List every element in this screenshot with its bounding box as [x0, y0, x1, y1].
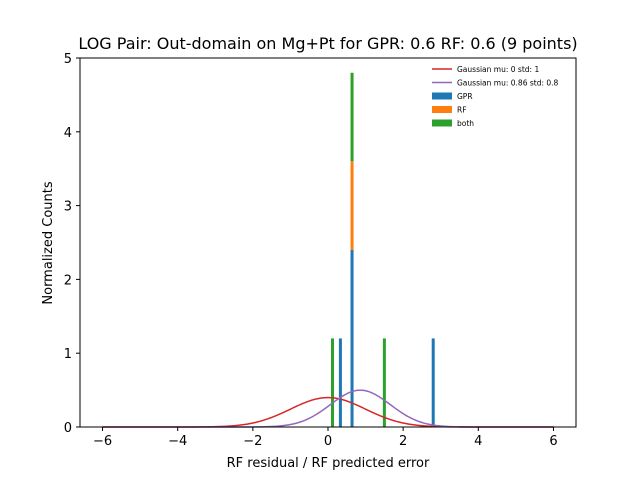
plot-area: [102, 72, 554, 428]
x-tick-label: 6: [549, 434, 557, 449]
x-tick-label: −6: [93, 434, 112, 449]
legend: Gaussian mu: 0 std: 1 Gaussian mu: 0.86 s…: [432, 65, 559, 128]
legend-label-2: GPR: [457, 92, 473, 101]
legend-label-0: Gaussian mu: 0 std: 1: [457, 65, 539, 74]
y-tick-label: 1: [64, 347, 72, 362]
y-tick-label: 4: [64, 126, 72, 141]
gaussian-curve-1: [102, 389, 554, 428]
y-tick-label: 3: [64, 200, 72, 215]
x-tick-label: 4: [474, 434, 482, 449]
x-tick-label: 0: [324, 434, 332, 449]
legend-label-3: RF: [457, 106, 467, 115]
x-tick-label: −2: [243, 434, 262, 449]
legend-patch-2: [432, 92, 452, 100]
bar-rf-0: [350, 161, 354, 250]
axes: −6 −4 −2 0 2 4 6 0 1 2 3 4 5: [64, 52, 577, 449]
legend-patch-4: [432, 119, 452, 127]
y-tick-label: 2: [64, 273, 72, 288]
gaussian-curve-0: [102, 396, 554, 428]
axes-frame: [79, 57, 577, 428]
y-axis-label: Normalized Counts: [41, 181, 56, 304]
legend-label-4: both: [457, 119, 474, 128]
x-tick-label: −4: [168, 434, 187, 449]
bar-gpr-1: [350, 249, 354, 427]
legend-label-1: Gaussian mu: 0.86 std: 0.8: [457, 79, 559, 88]
y-tick-label: 5: [64, 52, 72, 67]
legend-patch-3: [432, 106, 452, 113]
chart-title: LOG Pair: Out-domain on Mg+Pt for GPR: 0…: [78, 34, 577, 53]
y-tick-label: 0: [64, 421, 72, 436]
bar-gpr-2: [431, 338, 435, 427]
bar-gpr-0: [338, 338, 342, 427]
x-axis-label: RF residual / RF predicted error: [227, 456, 430, 471]
bar-both-1: [350, 72, 354, 162]
bar-both-0: [331, 338, 335, 427]
bar-both-2: [382, 338, 386, 427]
x-tick-label: 2: [399, 434, 407, 449]
